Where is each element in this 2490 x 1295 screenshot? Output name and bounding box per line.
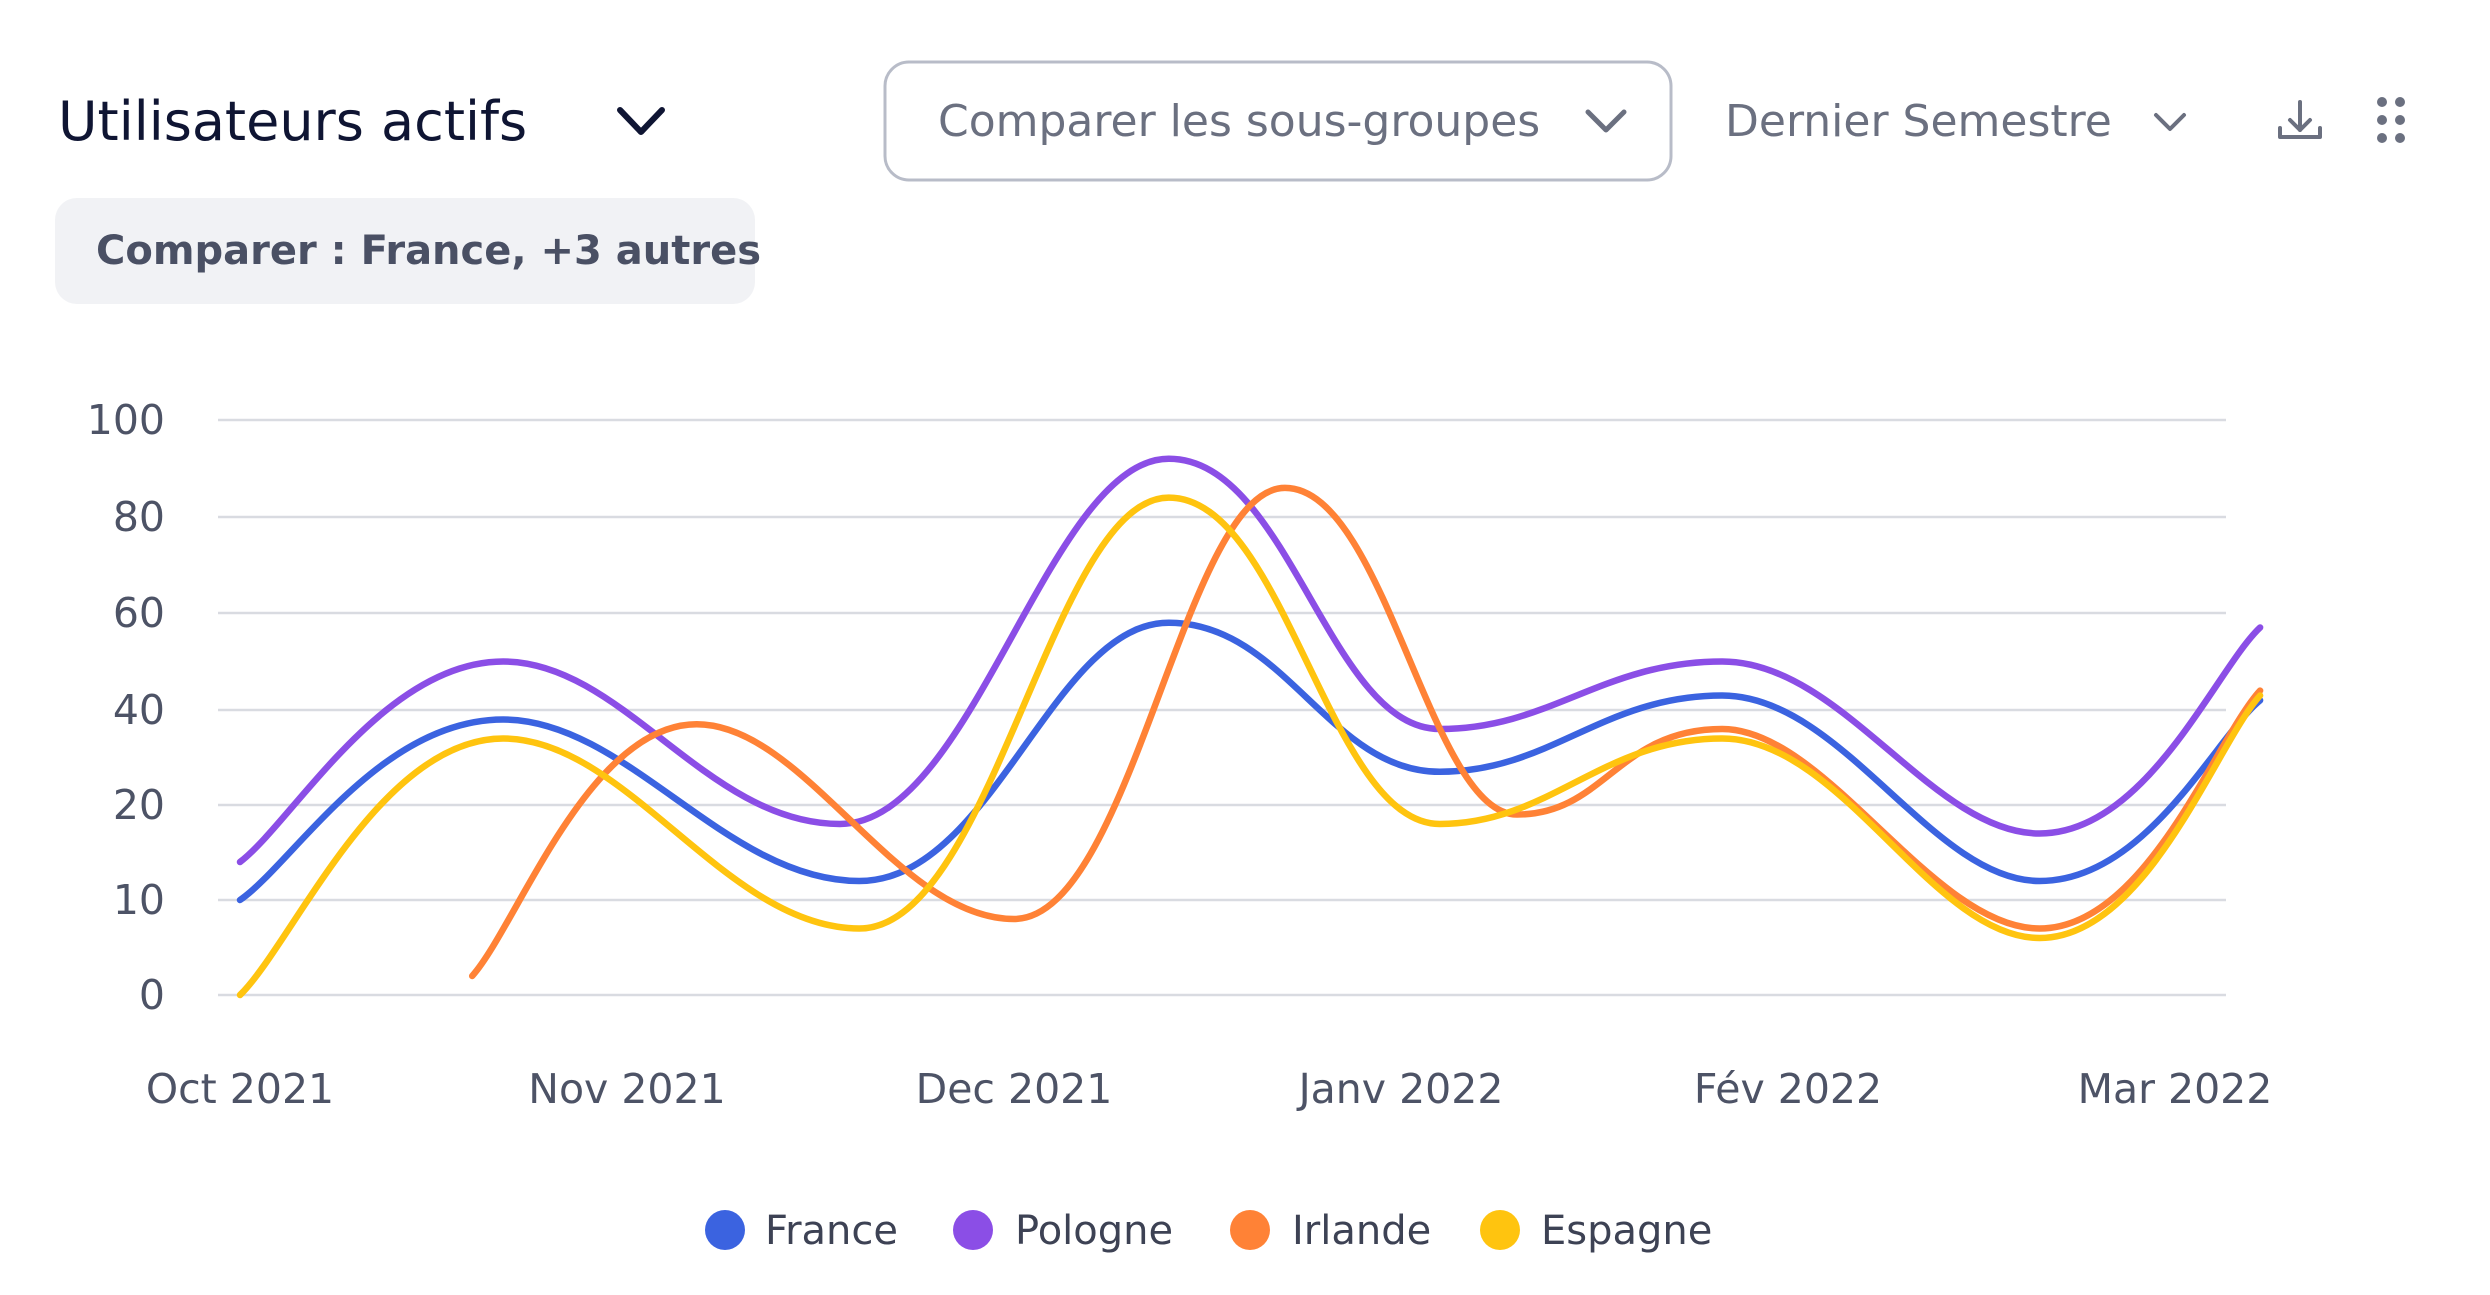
legend-swatch	[705, 1210, 745, 1250]
legend-swatch	[1480, 1210, 1520, 1250]
x-tick-label: Fév 2022	[1694, 1065, 1882, 1113]
series-line-espagne[interactable]	[236, 494, 2264, 999]
x-tick-label: Dec 2021	[916, 1065, 1113, 1113]
y-tick-label: 100	[87, 396, 165, 444]
x-tick-label: Oct 2021	[146, 1065, 334, 1113]
period-dropdown-label: Dernier Semestre	[1725, 96, 2112, 147]
y-axis-ticks: 0 10 20 40 60 80 100	[87, 396, 165, 1019]
series-line-pologne[interactable]	[236, 455, 2264, 866]
series-line-france[interactable]	[236, 619, 2264, 904]
download-icon	[2278, 100, 2322, 139]
compare-dropdown-label: Comparer les sous-groupes	[938, 96, 1540, 147]
legend-item-irlande[interactable]: Irlande	[1230, 1208, 1431, 1254]
download-button[interactable]	[2278, 100, 2322, 139]
y-tick-label: 20	[113, 781, 165, 829]
y-tick-label: 10	[113, 876, 165, 924]
drag-handle-icon	[2377, 97, 2405, 143]
y-tick-label: 60	[113, 589, 165, 637]
y-tick-label: 0	[139, 971, 165, 1019]
legend-label: Espagne	[1541, 1208, 1712, 1254]
compare-chip[interactable]: Comparer : France, +3 autres	[55, 198, 761, 304]
dropdown-box	[883, 60, 1673, 182]
series-line-irlande[interactable]	[468, 484, 2264, 980]
x-tick-label: Mar 2022	[2078, 1065, 2273, 1113]
menu-button[interactable]	[2377, 97, 2405, 143]
x-tick-label: Nov 2021	[528, 1065, 725, 1113]
grid-lines	[218, 418, 2226, 997]
chevron-down-icon	[1585, 109, 1627, 133]
legend-item-pologne[interactable]: Pologne	[953, 1208, 1173, 1254]
period-dropdown[interactable]: Dernier Semestre	[1725, 96, 2186, 147]
x-axis-ticks: Oct 2021 Nov 2021 Dec 2021 Janv 2022 Fév 202…	[146, 1065, 2273, 1113]
y-tick-label: 80	[113, 493, 165, 541]
compare-chip-label: Comparer : France, +3 autres	[96, 228, 761, 274]
legend: France Pologne Irlande Espagne	[705, 1208, 1712, 1254]
y-tick-label: 40	[113, 686, 165, 734]
legend-item-espagne[interactable]: Espagne	[1480, 1208, 1712, 1254]
x-tick-label: Janv 2022	[1296, 1065, 1504, 1113]
legend-item-france[interactable]: France	[705, 1208, 898, 1254]
legend-swatch	[953, 1210, 993, 1250]
legend-label: Irlande	[1292, 1208, 1431, 1254]
series-lines	[236, 455, 2264, 999]
chevron-down-icon	[617, 107, 665, 135]
legend-swatch	[1230, 1210, 1270, 1250]
chart-title: Utilisateurs actifs	[58, 90, 527, 153]
compare-subgroups-dropdown[interactable]: Comparer les sous-groupes	[883, 60, 1673, 182]
legend-label: France	[765, 1208, 898, 1254]
chip-background	[55, 198, 755, 304]
chart-title-dropdown[interactable]: Utilisateurs actifs	[58, 90, 665, 153]
chevron-down-icon	[2154, 113, 2186, 131]
legend-label: Pologne	[1015, 1208, 1173, 1254]
